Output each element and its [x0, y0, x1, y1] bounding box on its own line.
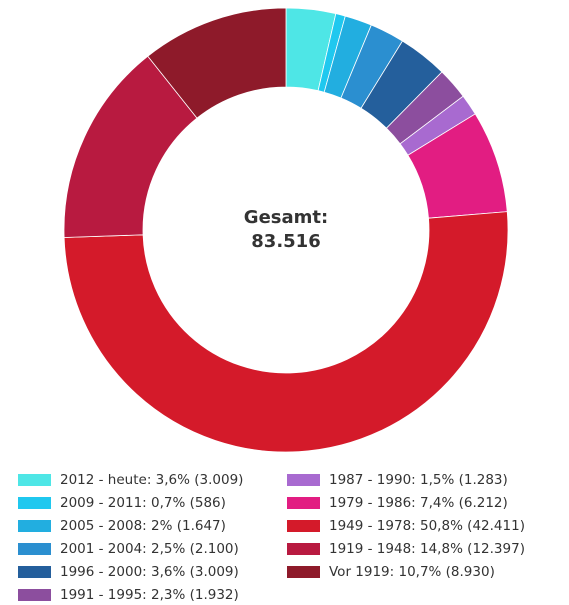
- legend-swatch: [287, 543, 320, 555]
- legend-label: 1996 - 2000: 3,6% (3.009): [60, 564, 239, 580]
- legend-label: 1979 - 1986: 7,4% (6.212): [329, 495, 508, 511]
- legend-swatch: [287, 520, 320, 532]
- total-value: 83.516: [251, 231, 320, 252]
- legend-swatch: [287, 566, 320, 578]
- legend-label: 2001 - 2004: 2,5% (2.100): [60, 541, 239, 557]
- slice: [63, 211, 509, 453]
- legend-label: 2005 - 2008: 2% (1.647): [60, 518, 226, 534]
- legend-label: 2012 - heute: 3,6% (3.009): [60, 472, 243, 488]
- legend-label: 2009 - 2011: 0,7% (586): [60, 495, 226, 511]
- legend-label: 1919 - 1948: 14,8% (12.397): [329, 541, 525, 557]
- legend-label: 1949 - 1978: 50,8% (42.411): [329, 518, 525, 534]
- slice: [147, 7, 287, 119]
- legend-swatch: [287, 474, 320, 486]
- legend-label: 1987 - 1990: 1,5% (1.283): [329, 472, 508, 488]
- legend-label: 1991 - 1995: 2,3% (1.932): [60, 587, 239, 603]
- total-title: Gesamt:: [244, 207, 328, 228]
- legend-swatch: [18, 497, 51, 509]
- legend-label: Vor 1919: 10,7% (8.930): [329, 564, 495, 580]
- legend-swatch: [18, 566, 51, 578]
- legend-swatch: [18, 474, 51, 486]
- legend-swatch: [287, 497, 320, 509]
- legend-swatch: [18, 520, 51, 532]
- legend-swatch: [18, 543, 51, 555]
- legend-swatch: [18, 589, 51, 601]
